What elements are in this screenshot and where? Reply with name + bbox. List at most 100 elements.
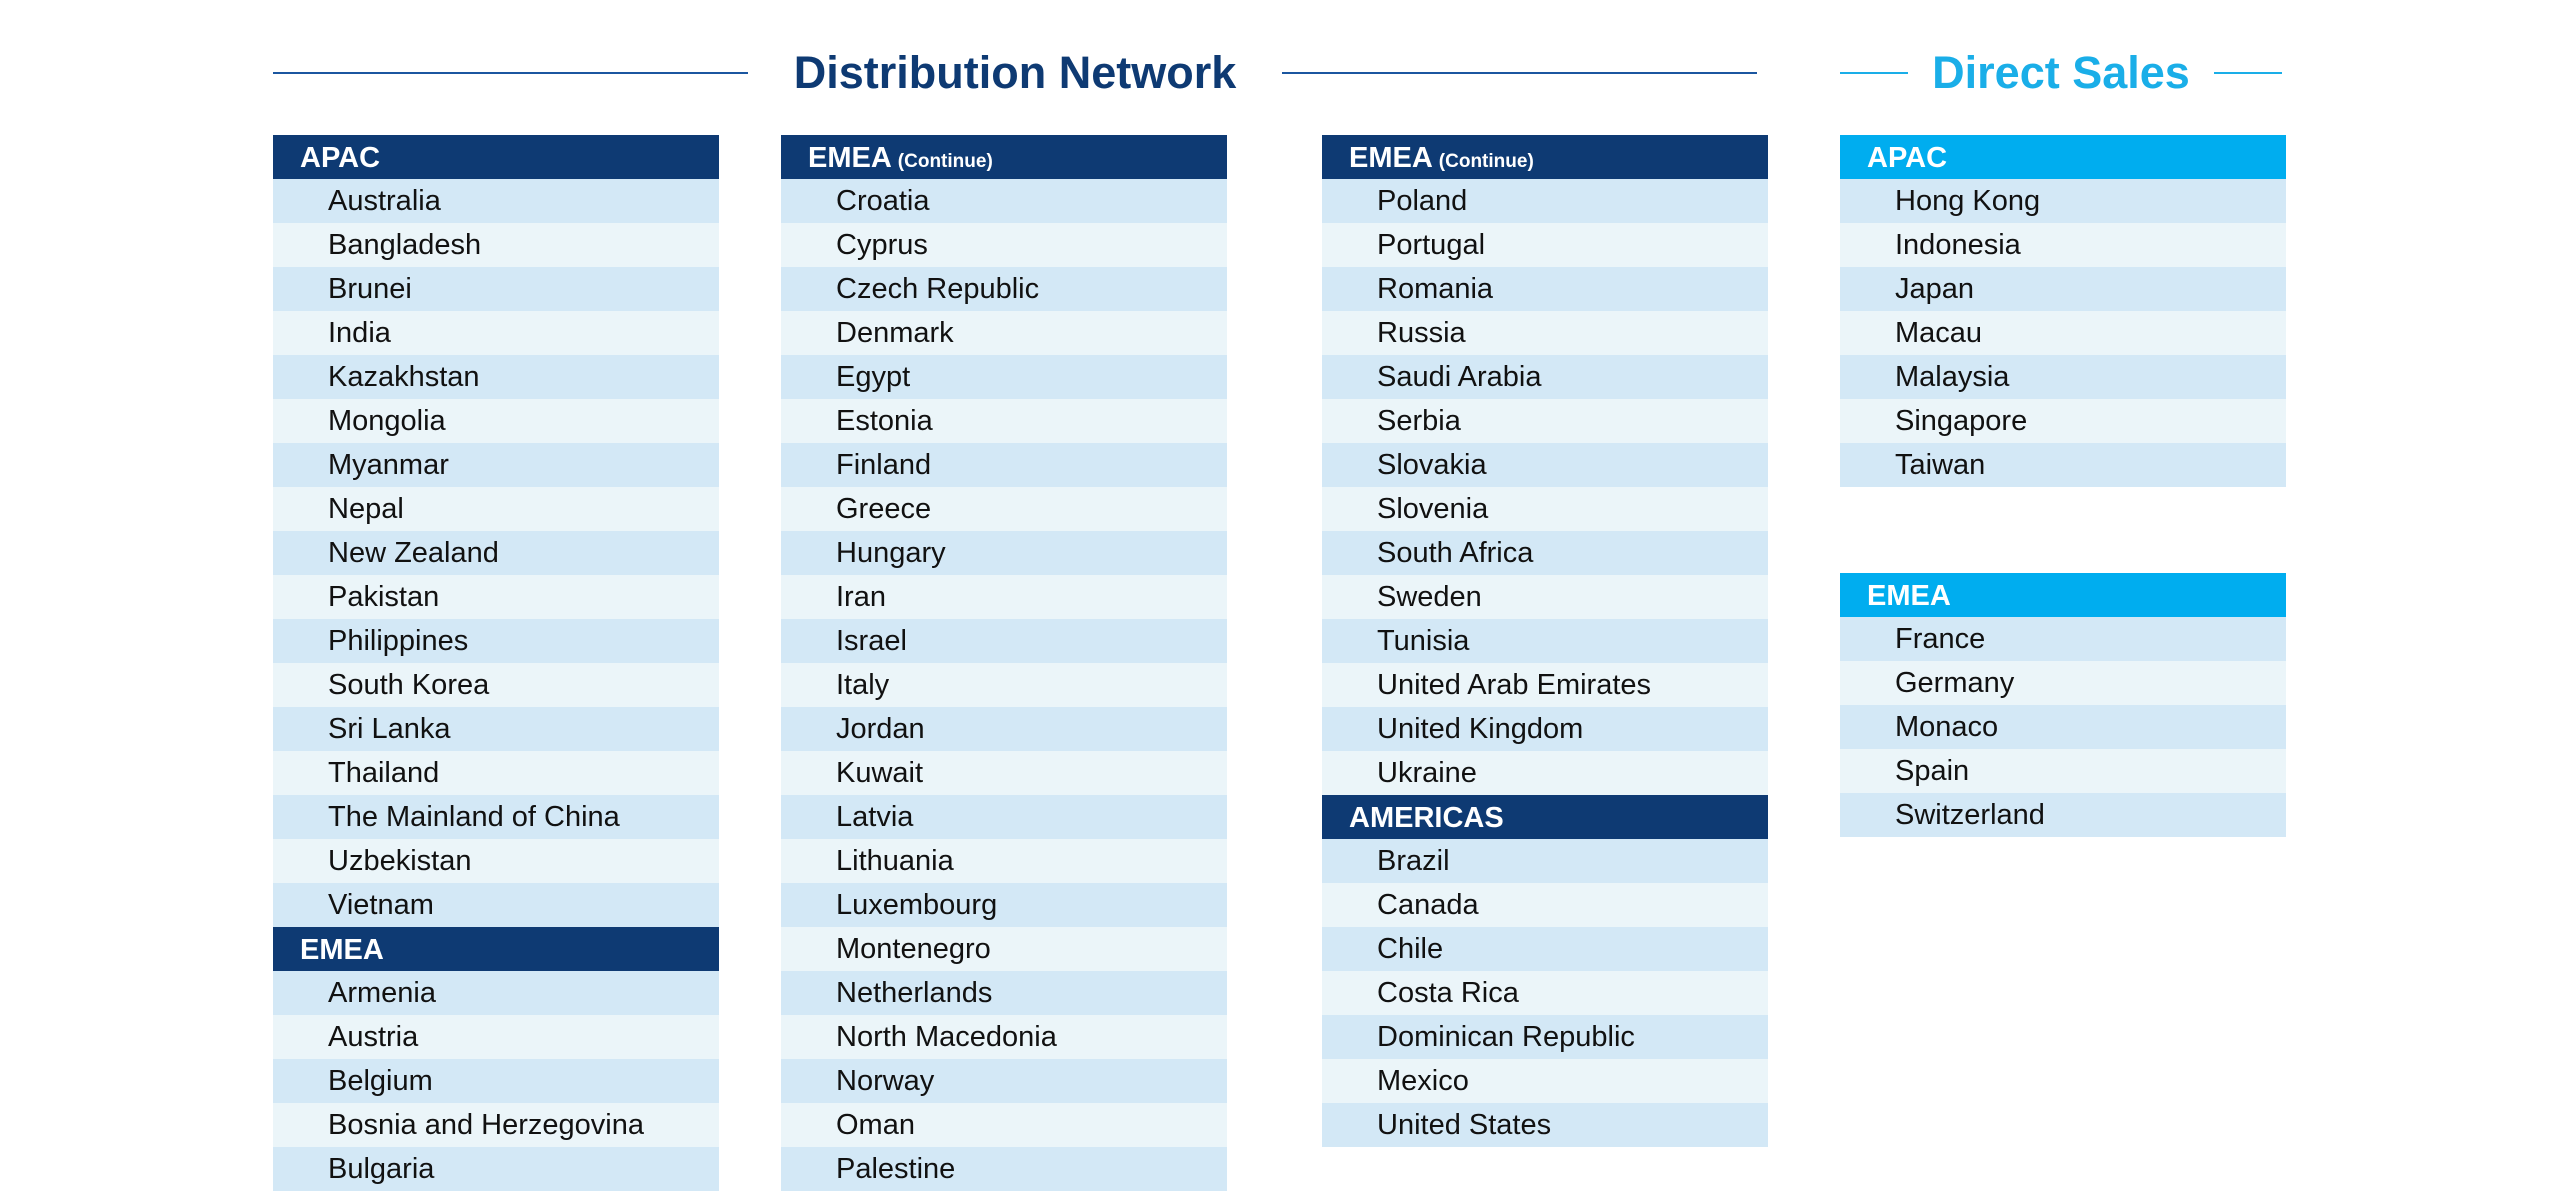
country-item: Oman <box>781 1103 1227 1147</box>
country-item: Bosnia and Herzegovina <box>273 1103 719 1147</box>
region-title-suffix: (Continue) <box>1438 151 1534 172</box>
heading-rule-right <box>2213 72 2282 74</box>
country-item: Armenia <box>273 971 719 1015</box>
country-item: Portugal <box>1322 223 1768 267</box>
country-item: Denmark <box>781 311 1227 355</box>
country-item: Philippines <box>273 619 719 663</box>
country-item: Thailand <box>273 751 719 795</box>
country-item: Vietnam <box>273 883 719 927</box>
country-item: Hong Kong <box>1840 179 2286 223</box>
country-item: Russia <box>1322 311 1768 355</box>
region-header: APAC <box>1840 135 2286 179</box>
country-item: The Mainland of China <box>273 795 719 839</box>
country-item: Uzbekistan <box>273 839 719 883</box>
country-item: Spain <box>1840 749 2286 793</box>
direct-sales-emea: EMEA France Germany Monaco Spain Switzerland <box>1840 573 2286 837</box>
country-item: Serbia <box>1322 399 1768 443</box>
distribution-column-3: EMEA (Continue) Poland Portugal Romania Russi… <box>1322 135 1768 1147</box>
country-item: Mexico <box>1322 1059 1768 1103</box>
country-item: Macau <box>1840 311 2286 355</box>
region-emea-continue: EMEA (Continue) Croatia Cyprus Czech Republi… <box>781 135 1227 1191</box>
distribution-network-heading: Distribution Network <box>273 38 1758 108</box>
country-item: Japan <box>1840 267 2286 311</box>
country-item: Nepal <box>273 487 719 531</box>
country-item: Malaysia <box>1840 355 2286 399</box>
country-item: Luxembourg <box>781 883 1227 927</box>
country-item: Montenegro <box>781 927 1227 971</box>
country-item: Pakistan <box>273 575 719 619</box>
country-item: Singapore <box>1840 399 2286 443</box>
country-item: Netherlands <box>781 971 1227 1015</box>
country-list: Brazil Canada Chile Costa Rica Dominican Rep… <box>1322 839 1768 1147</box>
country-item: United Kingdom <box>1322 707 1768 751</box>
country-item: Mongolia <box>273 399 719 443</box>
region-header: EMEA (Continue) <box>1322 135 1768 179</box>
country-item: Belgium <box>273 1059 719 1103</box>
country-item: New Zealand <box>273 531 719 575</box>
country-item: Czech Republic <box>781 267 1227 311</box>
direct-sales-title: Direct Sales <box>1932 47 2190 98</box>
region-emea: EMEA France Germany Monaco Spain Switzerland <box>1840 573 2286 837</box>
region-emea-continue: EMEA (Continue) Poland Portugal Romania Russi… <box>1322 135 1768 795</box>
country-list: Poland Portugal Romania Russia Saudi Arabia S… <box>1322 179 1768 795</box>
country-item: Chile <box>1322 927 1768 971</box>
country-item: France <box>1840 617 2286 661</box>
country-item: Lithuania <box>781 839 1227 883</box>
country-item: Italy <box>781 663 1227 707</box>
country-item: Taiwan <box>1840 443 2286 487</box>
country-item: Tunisia <box>1322 619 1768 663</box>
heading-rule-left <box>273 72 748 74</box>
country-item: Myanmar <box>273 443 719 487</box>
country-list: Croatia Cyprus Czech Republic Denmark Egypt E… <box>781 179 1227 1191</box>
country-item: Brazil <box>1322 839 1768 883</box>
country-item: Bulgaria <box>273 1147 719 1191</box>
country-item: Austria <box>273 1015 719 1059</box>
country-item: Estonia <box>781 399 1227 443</box>
distribution-column-2: EMEA (Continue) Croatia Cyprus Czech Republi… <box>781 135 1227 1191</box>
country-item: Sri Lanka <box>273 707 719 751</box>
country-item: Finland <box>781 443 1227 487</box>
country-item: South Africa <box>1322 531 1768 575</box>
country-item: North Macedonia <box>781 1015 1227 1059</box>
country-item: Romania <box>1322 267 1768 311</box>
region-header: EMEA (Continue) <box>781 135 1227 179</box>
country-item: Israel <box>781 619 1227 663</box>
country-item: South Korea <box>273 663 719 707</box>
country-list: France Germany Monaco Spain Switzerland <box>1840 617 2286 837</box>
country-item: Dominican Republic <box>1322 1015 1768 1059</box>
region-title: EMEA <box>1867 580 1951 612</box>
direct-sales-apac: APAC Hong Kong Indonesia Japan Macau Malaysia… <box>1840 135 2286 487</box>
country-item: Greece <box>781 487 1227 531</box>
country-item: Slovenia <box>1322 487 1768 531</box>
region-apac: APAC Hong Kong Indonesia Japan Macau Malaysia… <box>1840 135 2286 487</box>
heading-rule-right <box>1282 72 1758 74</box>
region-emea: EMEA Armenia Austria Belgium Bosnia and Herz… <box>273 927 719 1191</box>
country-item: Jordan <box>781 707 1227 751</box>
region-title: EMEA <box>300 934 384 966</box>
country-list: Armenia Austria Belgium Bosnia and Herzegov… <box>273 971 719 1191</box>
country-item: United States <box>1322 1103 1768 1147</box>
country-item: Kuwait <box>781 751 1227 795</box>
country-item: Ukraine <box>1322 751 1768 795</box>
country-item: Germany <box>1840 661 2286 705</box>
country-item: United Arab Emirates <box>1322 663 1768 707</box>
country-item: Iran <box>781 575 1227 619</box>
direct-sales-heading: Direct Sales <box>1840 38 2282 108</box>
region-title: APAC <box>1867 142 1948 174</box>
country-item: India <box>273 311 719 355</box>
region-title: APAC <box>300 142 381 174</box>
country-item: Slovakia <box>1322 443 1768 487</box>
heading-rule-left <box>1840 72 1909 74</box>
region-title: EMEA <box>808 142 892 174</box>
country-item: Cyprus <box>781 223 1227 267</box>
region-header: EMEA <box>1840 573 2286 617</box>
country-item: Australia <box>273 179 719 223</box>
region-apac: APAC Australia Bangladesh Brunei India Kazakh… <box>273 135 719 927</box>
region-header: EMEA <box>273 927 719 971</box>
country-item: Poland <box>1322 179 1768 223</box>
distribution-column-1: APAC Australia Bangladesh Brunei India Kazakh… <box>273 135 719 1191</box>
country-item: Croatia <box>781 179 1227 223</box>
country-item: Monaco <box>1840 705 2286 749</box>
country-item: Brunei <box>273 267 719 311</box>
country-list: Hong Kong Indonesia Japan Macau Malaysia Sing… <box>1840 179 2286 487</box>
